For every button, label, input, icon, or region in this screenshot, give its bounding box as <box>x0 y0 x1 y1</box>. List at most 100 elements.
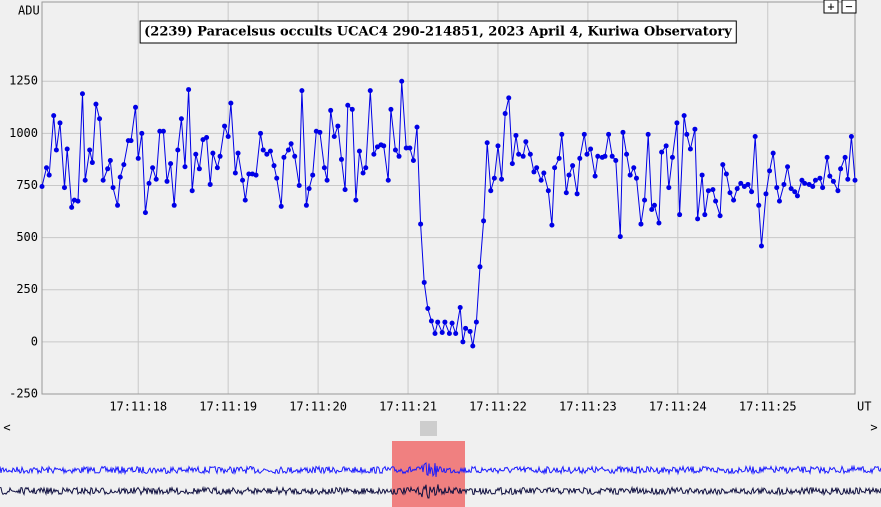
data-point <box>495 143 501 149</box>
data-point <box>484 140 490 146</box>
data-point <box>559 131 565 137</box>
data-point <box>292 153 298 159</box>
data-point <box>296 182 302 188</box>
data-point <box>830 178 836 184</box>
data-point <box>835 188 841 194</box>
data-point <box>651 202 657 208</box>
data-point <box>845 176 851 182</box>
data-point <box>792 189 798 195</box>
x-tick-label: 17:11:22 <box>469 400 527 414</box>
data-point <box>602 153 608 159</box>
data-point <box>242 197 248 203</box>
x-tick-label: 17:11:24 <box>649 400 707 414</box>
data-point <box>577 155 583 161</box>
y-axis-label: ADU <box>18 4 40 18</box>
data-point <box>699 172 705 178</box>
chart-title: (2239) Paracelsus occults UCAC4 290-2148… <box>144 25 732 40</box>
data-point <box>477 264 483 270</box>
scroll-thumb[interactable] <box>420 421 437 436</box>
data-point <box>407 145 413 151</box>
data-point <box>260 147 266 153</box>
data-point <box>631 165 637 171</box>
data-point <box>117 174 123 180</box>
data-point <box>592 173 598 179</box>
overview-trace <box>0 484 881 499</box>
data-point <box>217 153 223 159</box>
data-point <box>824 154 830 160</box>
zoom-in-label[interactable]: + <box>827 0 834 14</box>
data-point <box>645 131 651 137</box>
scroll-right[interactable]: > <box>870 421 877 435</box>
data-point <box>87 147 93 153</box>
data-point <box>820 185 826 191</box>
data-point <box>552 165 558 171</box>
data-point <box>75 198 81 204</box>
data-point <box>581 131 587 137</box>
y-tick-label: 1250 <box>9 74 38 88</box>
data-point <box>763 191 769 197</box>
data-point <box>666 185 672 191</box>
data-point <box>802 180 808 186</box>
data-point <box>453 331 459 337</box>
data-point <box>509 161 515 167</box>
data-point <box>502 111 508 117</box>
data-point <box>842 154 848 160</box>
data-point <box>61 185 67 191</box>
data-point <box>642 197 648 203</box>
data-point <box>692 126 698 132</box>
data-point <box>204 135 210 141</box>
scrollbar[interactable] <box>0 420 881 437</box>
data-point <box>713 198 719 204</box>
data-point <box>638 221 644 227</box>
data-point <box>110 185 116 191</box>
data-point <box>749 189 755 195</box>
y-tick-label: 750 <box>16 178 38 192</box>
data-point <box>460 339 466 345</box>
data-point <box>506 95 512 101</box>
data-point <box>39 184 45 190</box>
data-point <box>128 138 134 144</box>
data-point <box>274 175 280 181</box>
data-point <box>371 151 377 157</box>
data-point <box>258 130 264 136</box>
data-point <box>499 176 505 182</box>
data-point <box>463 325 469 331</box>
scroll-left[interactable]: < <box>3 421 10 435</box>
data-point <box>481 218 487 224</box>
data-point <box>356 148 362 154</box>
y-tick-label: 500 <box>16 230 38 244</box>
zoom-in-button[interactable] <box>823 0 839 14</box>
data-point <box>669 154 675 160</box>
data-point <box>710 187 716 193</box>
data-point <box>51 113 57 119</box>
data-point <box>100 177 106 183</box>
data-point <box>702 212 708 218</box>
data-point <box>624 151 630 157</box>
data-point <box>228 100 234 106</box>
data-point <box>385 177 391 183</box>
data-point <box>164 178 170 184</box>
data-point <box>774 185 780 191</box>
data-point <box>810 184 816 190</box>
data-point <box>663 143 669 149</box>
zoom-out-button[interactable] <box>841 0 857 14</box>
data-point <box>609 153 615 159</box>
data-point <box>317 129 323 135</box>
x-tick-label: 17:11:18 <box>109 400 167 414</box>
data-point <box>171 202 177 208</box>
data-point <box>288 141 294 147</box>
data-point <box>758 243 764 249</box>
data-point <box>222 123 228 129</box>
data-point <box>446 331 452 337</box>
x-axis-label: UT <box>857 400 871 414</box>
data-point <box>794 193 800 199</box>
plot-frame <box>41 1 856 395</box>
zoom-out-label[interactable]: − <box>845 0 852 14</box>
data-point <box>435 319 441 325</box>
data-point <box>674 120 680 126</box>
data-point <box>595 153 601 159</box>
data-point <box>121 162 127 168</box>
data-point <box>392 147 398 153</box>
y-tick-label: -250 <box>9 387 38 401</box>
